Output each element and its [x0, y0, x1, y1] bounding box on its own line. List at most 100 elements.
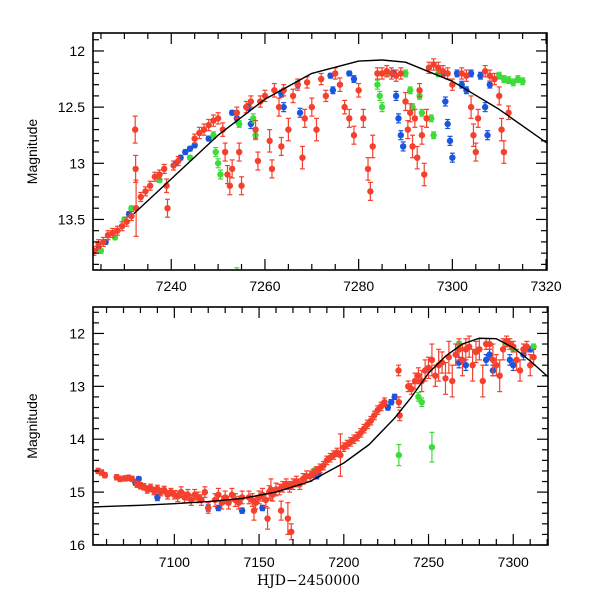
data-point-red	[486, 338, 493, 350]
marker	[411, 115, 419, 122]
marker	[299, 154, 306, 161]
data-point-red	[114, 225, 121, 236]
data-point-red	[423, 108, 430, 128]
y-tick-label: 12	[69, 325, 85, 341]
data-point-red	[177, 486, 185, 498]
data-point-red	[116, 475, 124, 483]
data-point-blue	[191, 142, 198, 149]
y-axis-title: Magnitude	[24, 119, 40, 185]
marker	[131, 126, 139, 133]
data-point-red	[418, 125, 426, 145]
data-point-blue	[182, 148, 189, 156]
data-point-red	[221, 142, 229, 162]
y-axis: 12 13 14 15 16	[69, 311, 548, 553]
marker	[425, 64, 433, 72]
series-red	[93, 58, 512, 256]
data-point-red	[123, 216, 130, 227]
marker	[486, 351, 493, 358]
marker	[164, 205, 171, 212]
data-point-red	[252, 120, 259, 140]
marker	[493, 361, 500, 369]
marker	[519, 78, 526, 85]
bottom-panel: 7100 7150 7200 7250 7300 12 13 14 15 16 Magnitude H…	[24, 306, 549, 589]
data-point-red	[100, 236, 107, 248]
data-point-red	[226, 176, 234, 196]
data-point-red	[132, 179, 140, 237]
marker	[317, 75, 325, 83]
marker	[93, 247, 98, 255]
data-point-red	[266, 128, 273, 153]
data-point-red	[264, 507, 271, 530]
data-point-red	[142, 186, 149, 197]
data-point-red	[284, 502, 292, 536]
data-point-green	[402, 69, 409, 78]
data-point-blue	[346, 70, 353, 77]
data-point-red	[449, 364, 456, 398]
marker	[472, 148, 479, 156]
y-tick-label: 13.5	[58, 211, 85, 227]
x-axis: 7240 7260 7280 7300 7320	[100, 33, 562, 294]
data-point-green	[418, 108, 426, 117]
marker	[367, 417, 375, 424]
data-point-red	[268, 159, 276, 179]
marker	[161, 165, 168, 173]
x-tick-label: 7260	[249, 278, 280, 294]
marker	[402, 98, 409, 105]
marker	[409, 103, 416, 111]
data-point-blue	[442, 96, 449, 107]
data-point-blue	[205, 135, 212, 142]
marker	[116, 475, 124, 483]
data-point-green	[128, 205, 135, 212]
marker	[486, 81, 494, 88]
data-point-red	[132, 154, 139, 183]
y-axis-title: Magnitude	[24, 393, 40, 459]
marker	[264, 515, 271, 522]
data-point-blue	[444, 118, 451, 130]
data-point-red	[414, 145, 421, 170]
data-point-red	[472, 142, 479, 162]
model-curve	[93, 337, 548, 508]
marker	[329, 87, 337, 94]
marker	[170, 162, 177, 169]
marker	[430, 132, 437, 139]
marker	[415, 393, 422, 401]
data-point-red	[191, 133, 198, 144]
marker	[294, 81, 301, 88]
data-point-green	[418, 397, 425, 408]
marker	[397, 132, 405, 139]
data-point-blue	[186, 145, 194, 152]
marker	[332, 70, 339, 77]
data-point-red	[374, 67, 381, 80]
marker	[506, 356, 514, 364]
data-point-red	[421, 162, 428, 187]
marker	[360, 115, 367, 122]
marker	[226, 182, 234, 189]
data-point-blue	[449, 152, 456, 163]
marker	[257, 98, 264, 105]
data-point-red	[219, 122, 226, 137]
marker	[467, 103, 475, 111]
data-point-green	[250, 113, 257, 124]
data-point-red	[128, 475, 136, 483]
data-point-green	[406, 86, 414, 95]
marker	[486, 340, 493, 348]
data-point-red	[516, 359, 524, 382]
marker	[421, 171, 428, 178]
marker	[350, 75, 358, 83]
marker	[254, 157, 262, 165]
x-tick-label: 7150	[243, 554, 274, 570]
data-point-red	[247, 95, 255, 108]
marker	[217, 171, 224, 178]
marker	[516, 367, 524, 374]
marker	[235, 148, 243, 156]
marker	[271, 87, 278, 94]
data-point-red	[467, 95, 475, 119]
marker	[378, 103, 386, 111]
data-point-red	[164, 198, 171, 218]
marker	[395, 115, 402, 122]
data-point-green	[212, 146, 219, 158]
marker	[423, 115, 430, 122]
marker	[428, 356, 436, 364]
marker	[114, 227, 121, 234]
data-point-red	[452, 343, 459, 366]
